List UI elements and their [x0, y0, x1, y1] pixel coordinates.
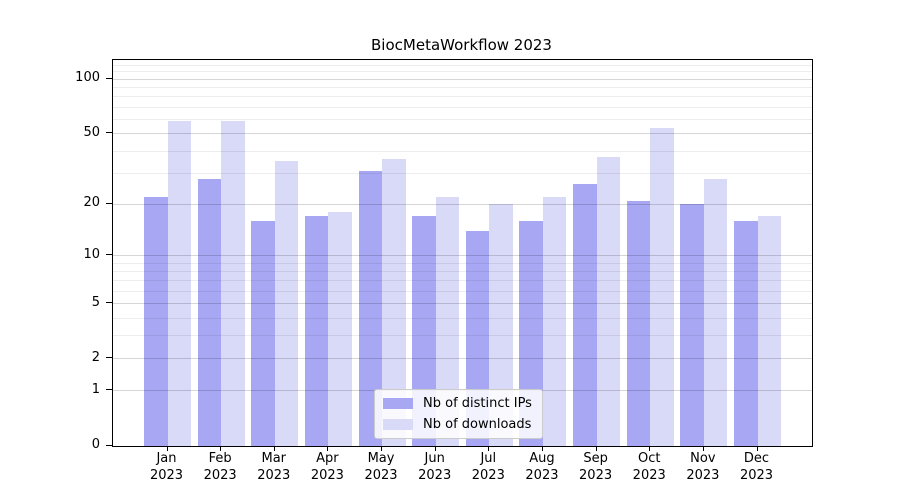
y-tick-mark [106, 202, 112, 204]
bar-downloads-aug [542, 197, 567, 446]
gridline-minor [113, 106, 812, 108]
y-tick-label: 5 [91, 294, 100, 310]
x-tick-label: Feb 2023 [203, 451, 237, 483]
gridline-minor [113, 290, 812, 292]
y-tick-label: 0 [91, 437, 100, 452]
bar-ips-may [358, 170, 383, 446]
bar-downloads-dec [757, 216, 781, 446]
gridline-minor [113, 96, 812, 98]
x-tick-label: Oct 2023 [632, 451, 666, 483]
x-tick-label: Dec 2023 [739, 451, 774, 483]
bar-ips-sep [573, 184, 597, 446]
y-tick-label: 2 [91, 349, 100, 365]
x-tick-mark [541, 446, 543, 451]
gridline-minor [113, 270, 812, 272]
bar-downloads-sep [596, 157, 621, 446]
y-tick-label: 1 [91, 381, 100, 397]
x-tick-label: Apr 2023 [310, 451, 344, 483]
bar-ips-jun [412, 216, 436, 446]
gridline-major [113, 133, 812, 135]
gridline-minor [113, 172, 812, 174]
y-tick-mark [106, 302, 112, 304]
x-tick-mark [488, 446, 490, 451]
y-tick-mark [106, 132, 112, 134]
x-tick-label: Jul 2023 [471, 451, 505, 483]
y-tick-mark [106, 254, 112, 256]
bar-downloads-apr [328, 212, 352, 446]
x-tick-mark [756, 446, 758, 451]
legend-row: Nb of distinct IPs [383, 396, 532, 411]
bar-downloads-oct [650, 127, 674, 446]
bar-ips-dec [734, 221, 758, 446]
x-tick-mark [434, 446, 436, 451]
x-tick-mark [327, 446, 329, 451]
y-tick-label: 100 [75, 70, 100, 86]
bar-downloads-feb [221, 120, 245, 446]
gridline-minor [113, 280, 812, 282]
legend-label: Nb of downloads [423, 417, 532, 432]
legend-swatch-ips [383, 398, 413, 409]
gridline-minor [113, 118, 812, 120]
legend-label: Nb of distinct IPs [423, 396, 532, 411]
bar-ips-oct [626, 200, 651, 446]
gridline-major [113, 255, 812, 257]
gridline-minor [113, 64, 812, 66]
x-tick-label: Aug 2023 [525, 451, 559, 483]
gridline-minor [113, 71, 812, 73]
x-tick-mark [166, 446, 168, 451]
gridline-minor [113, 335, 812, 337]
legend-row: Nb of downloads [383, 417, 532, 432]
x-tick-mark [220, 446, 222, 451]
plot-area [112, 59, 813, 447]
y-tick-mark [106, 77, 112, 79]
gridline-major [113, 358, 812, 360]
y-tick-mark [106, 389, 112, 391]
gridline-minor [113, 317, 812, 319]
bar-downloads-may [382, 159, 406, 446]
y-tick-label: 10 [83, 246, 100, 262]
bar-downloads-mar [274, 161, 299, 446]
x-tick-label: Jan 2023 [149, 451, 184, 483]
x-tick-mark [649, 446, 651, 451]
x-tick-mark [702, 446, 704, 451]
bar-ips-jan [144, 197, 168, 446]
bar-downloads-nov [703, 178, 728, 446]
x-tick-label: Nov 2023 [686, 451, 720, 483]
x-tick-mark [273, 446, 275, 451]
y-tick-mark [106, 444, 112, 446]
x-tick-label: Mar 2023 [257, 451, 291, 483]
gridline-minor [113, 150, 812, 152]
x-tick-label: Jun 2023 [418, 451, 452, 483]
x-tick-mark [381, 446, 383, 451]
bar-ips-nov [680, 204, 704, 446]
gridline-minor [113, 262, 812, 264]
x-tick-label: May 2023 [364, 451, 398, 483]
y-tick-label: 50 [83, 124, 100, 140]
x-tick-mark [595, 446, 597, 451]
legend-swatch-downloads [383, 419, 413, 430]
gridline-major [113, 303, 812, 305]
bar-ips-feb [197, 178, 222, 446]
bar-ips-apr [304, 216, 329, 446]
bar-downloads-jun [435, 197, 460, 446]
y-tick-mark [106, 357, 112, 359]
y-tick-label: 20 [83, 195, 100, 211]
x-tick-label: Sep 2023 [579, 451, 613, 483]
bar-downloads-jul [489, 204, 513, 446]
chart-title: BiocMetaWorkflow 2023 [371, 36, 552, 54]
gridline-major [113, 203, 812, 205]
bar-downloads-jan [167, 120, 191, 446]
bar-ips-mar [251, 221, 275, 446]
gridline-major [113, 78, 812, 80]
gridline-minor [113, 87, 812, 89]
legend: Nb of distinct IPs Nb of downloads [374, 389, 543, 439]
